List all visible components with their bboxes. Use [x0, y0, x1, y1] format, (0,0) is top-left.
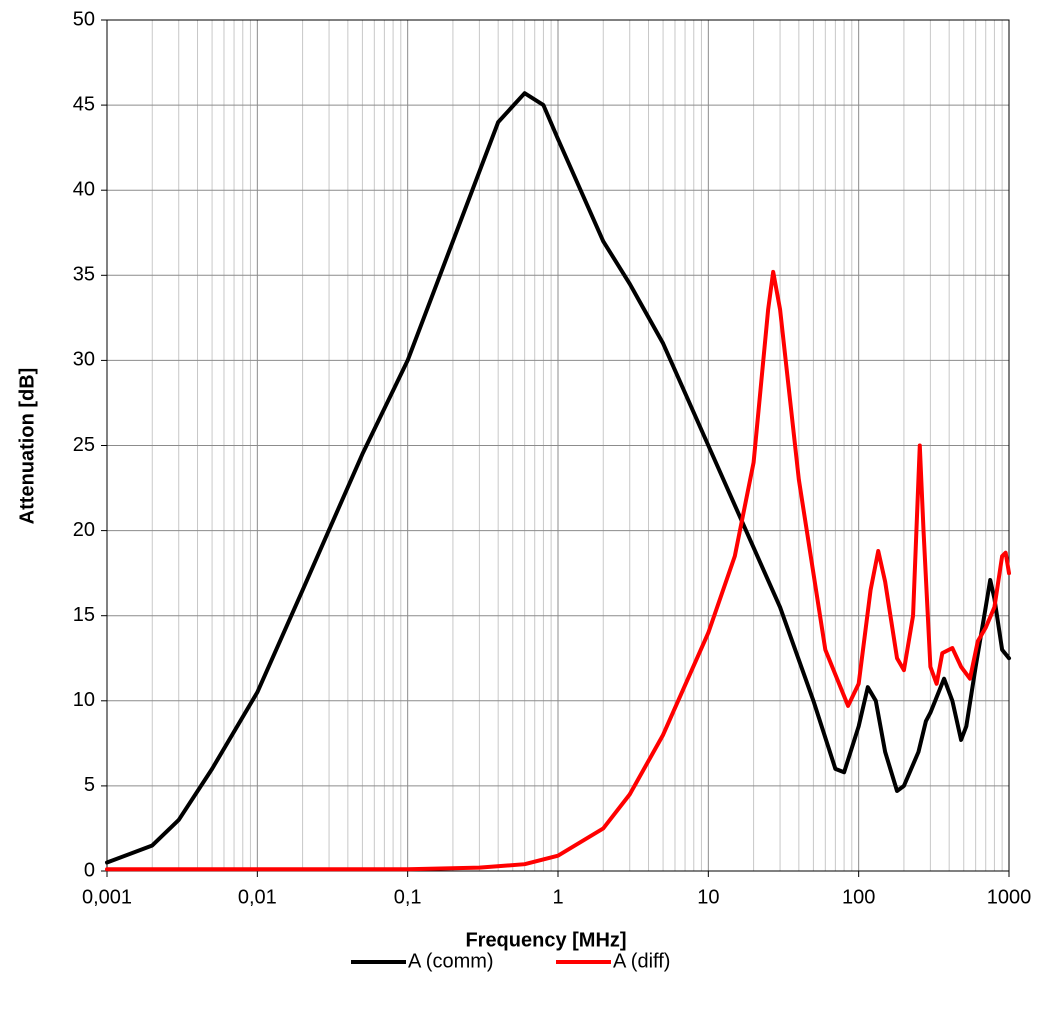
x-axis-title: Frequency [MHz] — [465, 929, 626, 951]
x-tick-label: 0,01 — [238, 886, 277, 908]
y-tick-label: 0 — [84, 859, 95, 881]
x-tick-label: 100 — [842, 886, 875, 908]
y-tick-label: 35 — [73, 264, 95, 286]
x-tick-label: 10 — [697, 886, 719, 908]
x-tick-label: 0,1 — [394, 886, 422, 908]
y-tick-label: 5 — [84, 774, 95, 796]
legend-label: A (diff) — [613, 950, 670, 972]
y-axis-title: Attenuation [dB] — [16, 368, 38, 525]
y-tick-label: 25 — [73, 434, 95, 456]
x-tick-label: 1 — [552, 886, 563, 908]
x-tick-label: 1000 — [987, 886, 1032, 908]
y-tick-label: 15 — [73, 604, 95, 626]
y-tick-label: 40 — [73, 178, 95, 200]
y-tick-label: 30 — [73, 349, 95, 371]
series-line — [105, 269, 1011, 872]
y-tick-label: 20 — [73, 519, 95, 541]
x-tick-label: 0,001 — [82, 886, 132, 908]
y-tick-label: 45 — [73, 93, 95, 115]
plot-frame — [106, 19, 1010, 872]
y-tick-label: 10 — [73, 689, 95, 711]
series-line — [105, 91, 1011, 865]
y-tick-label: 50 — [73, 8, 95, 30]
legend-label: A (comm) — [408, 950, 494, 972]
